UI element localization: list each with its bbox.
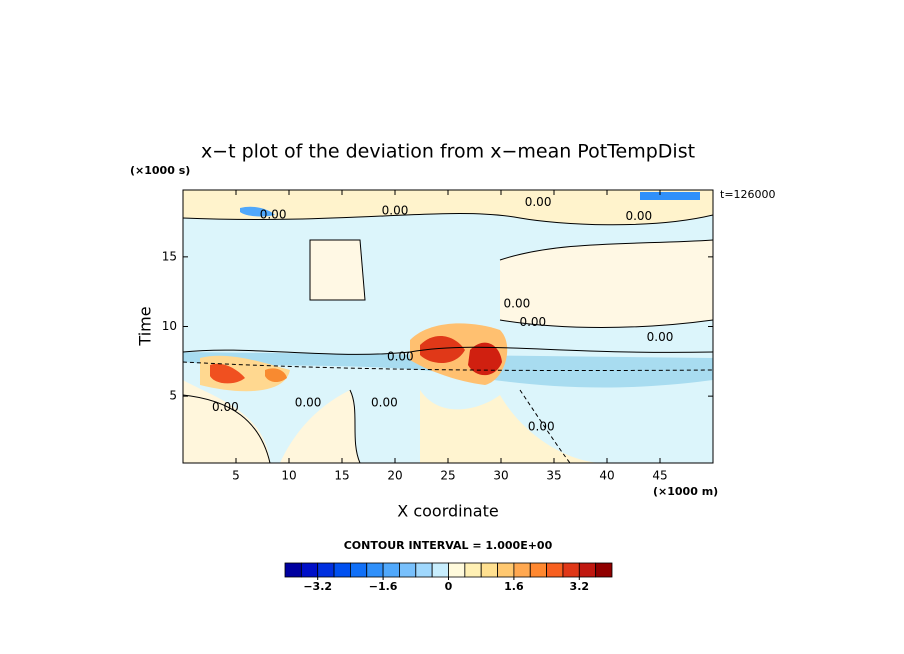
x-tick-label: 15 (334, 469, 349, 483)
x-tick-label: 5 (232, 469, 240, 483)
colorbar-box (529, 562, 548, 578)
x-tick-label: 30 (493, 469, 508, 483)
x-tick-label: 20 (387, 469, 402, 483)
y-tick-label: 5 (169, 389, 177, 403)
colorbar-box (317, 562, 335, 578)
contour-label: 0.00 (371, 396, 398, 410)
contour-label: 0.00 (260, 208, 287, 222)
x-tick-label: 45 (652, 469, 667, 483)
x-tick-label: 25 (440, 469, 455, 483)
contour-label: 0.00 (519, 315, 546, 329)
colorbar-box (431, 562, 449, 578)
colorbar-box (448, 562, 466, 578)
field-region (240, 206, 275, 217)
time-label: t=126000 (720, 188, 776, 201)
contour-interval: CONTOUR INTERVAL = 1.000E+00 (344, 539, 553, 552)
colorbar-tick-label: −3.2 (303, 580, 332, 593)
contour-label: 0.00 (504, 297, 531, 311)
colorbar-box (415, 562, 433, 578)
y-tick-label: 10 (162, 319, 177, 333)
colorbar-box (464, 562, 482, 578)
field-region (265, 368, 287, 383)
contour-label: 0.00 (525, 195, 552, 209)
colorbar-box (578, 562, 597, 578)
colorbar-box (480, 562, 498, 578)
x-tick-label: 35 (546, 469, 561, 483)
contour-label: 0.00 (625, 209, 652, 223)
colorbar-box (497, 562, 515, 578)
colorbar-tick-label: −1.6 (369, 580, 398, 593)
field-region (183, 190, 713, 225)
x-axis-label: X coordinate (397, 502, 498, 521)
field-region (640, 192, 700, 200)
field-region (468, 342, 502, 376)
y-unit: (×1000 s) (130, 164, 190, 177)
contour-label: 0.00 (212, 400, 239, 414)
colorbar-box (284, 562, 302, 578)
x-tick-label: 40 (599, 469, 614, 483)
field-region (183, 380, 270, 463)
colorbar-box (399, 562, 417, 578)
colorbar-tick-label: 3.2 (570, 580, 590, 593)
contour-lines (183, 212, 713, 463)
colorbar-box (513, 562, 531, 578)
x-tick-label: 10 (281, 469, 296, 483)
contour-label: 0.00 (295, 396, 322, 410)
colorbar-tick-label: 0 (445, 580, 453, 593)
x-unit: (×1000 m) (653, 485, 718, 498)
field-region (420, 390, 600, 463)
y-tick-label: 15 (162, 249, 177, 263)
chart-title: x−t plot of the deviation from x−mean Po… (201, 141, 695, 163)
field-region (210, 363, 245, 384)
colorbar-box (546, 562, 564, 578)
colorbar-box (562, 562, 580, 578)
colorbar-box (595, 562, 613, 578)
contour-label: 0.00 (528, 419, 555, 433)
contour-label: 0.00 (382, 203, 409, 217)
field-region (420, 335, 465, 364)
field (183, 190, 713, 463)
colorbar-box (300, 562, 319, 578)
colorbar-tick-label: 1.6 (504, 580, 524, 593)
colorbar-box (382, 562, 400, 578)
colorbar-box (349, 562, 368, 578)
colorbar-box (333, 562, 351, 578)
contour-label: 0.00 (387, 350, 414, 364)
contour-label: 0.00 (647, 330, 674, 344)
colorbar-box (366, 562, 384, 578)
y-axis-label: Time (136, 306, 155, 346)
field-region (280, 390, 360, 463)
field-region (500, 240, 713, 328)
field-region (310, 240, 365, 300)
